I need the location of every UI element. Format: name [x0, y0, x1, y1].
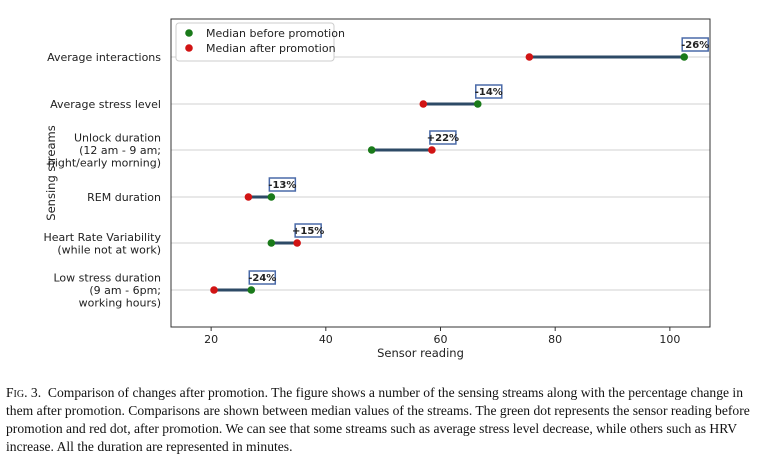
x-tick-label: 20 [204, 333, 218, 346]
change-label-box [294, 223, 322, 238]
x-tick-label: 40 [319, 333, 333, 346]
change-label-box [268, 177, 297, 192]
before-point [247, 286, 256, 294]
before-point [473, 100, 482, 108]
change-label: +15% [292, 226, 324, 237]
figure-caption: Fig. 3. Comparison of changes after prom… [6, 384, 761, 456]
y-axis-title: Sensing streams [44, 125, 58, 220]
category-label: Unlock duration [74, 132, 161, 145]
change-label-box [429, 130, 457, 145]
x-axis-title: Sensor reading [377, 346, 464, 360]
before-point [367, 146, 376, 154]
category-label: (while not at work) [57, 243, 161, 256]
caption-text: Comparison of changes after promotion. T… [6, 385, 750, 454]
category-label: Low stress duration [54, 272, 162, 285]
after-point [428, 146, 436, 154]
legend-label: Median before promotion [206, 27, 345, 40]
category-label: (12 am - 9 am; [79, 144, 161, 157]
after-point [244, 193, 253, 201]
after-point [210, 286, 218, 294]
category-label: working hours) [79, 297, 161, 310]
before-point [267, 239, 276, 247]
x-tick-label: 80 [548, 333, 562, 346]
legend-marker [185, 44, 193, 52]
change-label-box [248, 270, 277, 285]
category-label: Average interactions [47, 51, 161, 64]
after-point [419, 100, 428, 108]
before-point [680, 53, 688, 61]
legend-box [175, 22, 335, 62]
change-label: -13% [268, 180, 296, 191]
change-label: -14% [475, 87, 503, 98]
change-label: +22% [427, 133, 459, 144]
change-label-box [475, 84, 503, 99]
category-label: (9 am - 6pm; [89, 284, 161, 297]
chart-figure: 20 40 60 80 100 Sensor reading Sensing streams… [43, 18, 711, 360]
dumbbell-chart: 20 40 60 80 100 Sensor reading Sensing streams… [43, 18, 711, 360]
category-label: Average stress level [50, 98, 161, 111]
change-label: -26% [681, 40, 709, 51]
category-label: REM duration [87, 191, 161, 204]
after-point [525, 53, 534, 61]
before-point [267, 193, 276, 201]
after-point [293, 239, 301, 247]
legend-label: Median after promotion [206, 42, 336, 55]
x-tick-label: 100 [659, 333, 680, 346]
change-label-box [681, 37, 709, 52]
change-label: -24% [248, 273, 276, 284]
caption-label: Fig. 3. [6, 385, 42, 400]
category-label: night/early morning) [48, 157, 161, 170]
category-label: Heart Rate Variability [43, 231, 161, 244]
x-tick-label: 60 [434, 333, 448, 346]
legend-marker [185, 29, 193, 37]
